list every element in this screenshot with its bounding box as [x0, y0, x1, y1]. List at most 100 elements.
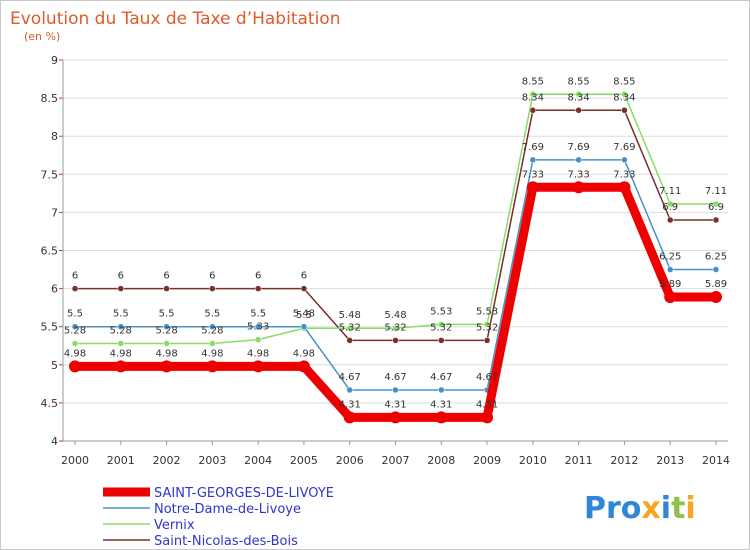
x-tick-label: 2013 — [656, 454, 684, 467]
data-point — [666, 200, 674, 208]
chart-title: Evolution du Taux de Taxe d’Habitation — [10, 9, 340, 29]
y-tick-label: 4.5 — [41, 397, 59, 410]
data-point — [392, 337, 399, 344]
data-label: 5.53 — [430, 306, 452, 317]
data-point — [438, 321, 445, 328]
x-tick-label: 2005 — [290, 454, 318, 467]
data-label: 6 — [209, 271, 215, 282]
data-label: 4.98 — [155, 348, 177, 359]
data-point — [526, 181, 539, 194]
data-label: 7.33 — [522, 169, 544, 180]
data-label: 7.11 — [659, 186, 681, 197]
x-tick-label: 2009 — [473, 454, 501, 467]
data-point — [300, 323, 308, 330]
data-label: 6.9 — [708, 202, 724, 213]
data-point — [392, 386, 399, 394]
data-label: 7.33 — [613, 169, 635, 180]
x-tick-label: 2008 — [427, 454, 455, 467]
data-point — [117, 323, 125, 330]
data-label: 5.5 — [67, 309, 83, 320]
data-point — [438, 337, 445, 344]
legend: SAINT-GEORGES-DE-LIVOYENotre-Dame-de-Liv… — [103, 486, 334, 549]
data-point — [209, 323, 216, 330]
x-tick-label: 2007 — [382, 454, 410, 467]
data-label: 4.31 — [384, 399, 406, 410]
data-label: 4.31 — [476, 399, 498, 410]
y-tick-label: 5.5 — [41, 321, 59, 334]
data-point — [621, 91, 628, 98]
svg-text:Proxiti: Proxiti — [584, 491, 696, 526]
data-label: 5.28 — [64, 325, 86, 336]
data-point — [621, 156, 628, 164]
data-point — [710, 290, 722, 303]
data-label: 8.55 — [613, 76, 635, 87]
x-tick-label: 2000 — [61, 454, 89, 467]
data-label: 5.48 — [293, 309, 315, 320]
data-label: 8.55 — [522, 76, 544, 87]
data-point — [712, 216, 720, 224]
data-label: 4.67 — [476, 372, 498, 383]
data-label: 4.31 — [339, 399, 361, 410]
data-label: 4.67 — [384, 372, 406, 383]
data-point — [392, 324, 399, 332]
data-label: 7.11 — [705, 186, 727, 197]
data-point — [254, 285, 262, 292]
x-tick-label: 2006 — [336, 454, 364, 467]
data-point — [343, 411, 356, 424]
data-label: 8.34 — [613, 92, 635, 103]
data-label: 5.5 — [204, 309, 220, 320]
data-point — [297, 360, 310, 373]
series-line-2 — [74, 93, 717, 345]
data-label: 7.69 — [568, 142, 590, 153]
chart-subtitle: (en %) — [24, 30, 60, 43]
data-point — [254, 336, 262, 343]
data-point — [163, 340, 170, 347]
data-point — [114, 360, 127, 373]
data-label: 5.32 — [430, 322, 452, 333]
data-label: 5.48 — [339, 310, 361, 321]
x-tick-label: 2001 — [107, 454, 135, 467]
data-label: 6 — [163, 271, 169, 282]
data-label: 6 — [118, 271, 124, 282]
data-point — [346, 324, 353, 332]
data-label: 5.32 — [339, 322, 361, 333]
legend-label-1: Notre-Dame-de-Livoye — [154, 502, 301, 517]
data-point — [252, 360, 265, 373]
data-label: 6 — [255, 271, 261, 282]
data-label: 4.31 — [430, 399, 452, 410]
x-tick-label: 2011 — [565, 454, 593, 467]
data-label: 5.32 — [476, 322, 498, 333]
data-label: 4.98 — [247, 348, 269, 359]
data-point — [529, 156, 537, 164]
data-point — [438, 386, 445, 394]
data-point — [621, 107, 628, 114]
y-tick-label: 4 — [51, 435, 58, 448]
data-label: 5.28 — [201, 325, 223, 336]
data-point — [346, 386, 353, 394]
y-tick-label: 7.5 — [41, 168, 59, 181]
x-tick-label: 2002 — [153, 454, 181, 467]
data-point — [664, 290, 677, 303]
y-tick-label: 8.5 — [41, 92, 59, 105]
data-point — [435, 411, 448, 424]
legend-label-2: Vernix — [154, 518, 195, 533]
data-label: 5.5 — [296, 310, 312, 321]
legend-label-0: SAINT-GEORGES-DE-LIVOYE — [154, 486, 334, 501]
data-label: 5.48 — [384, 310, 406, 321]
data-point — [254, 323, 262, 330]
data-point — [117, 285, 125, 292]
data-point — [69, 360, 81, 373]
data-point — [300, 285, 308, 292]
x-tick-label: 2003 — [198, 454, 226, 467]
y-tick-label: 8 — [51, 130, 58, 143]
data-label: 5.89 — [705, 279, 727, 290]
data-point — [666, 266, 674, 273]
data-point — [483, 321, 491, 328]
y-tick-label: 7 — [51, 206, 58, 219]
proxiti-logo: Proxiti — [584, 491, 696, 526]
data-point — [71, 323, 79, 330]
data-label: 5.5 — [250, 309, 266, 320]
data-point — [712, 200, 720, 208]
y-tick-label: 9 — [51, 54, 58, 67]
